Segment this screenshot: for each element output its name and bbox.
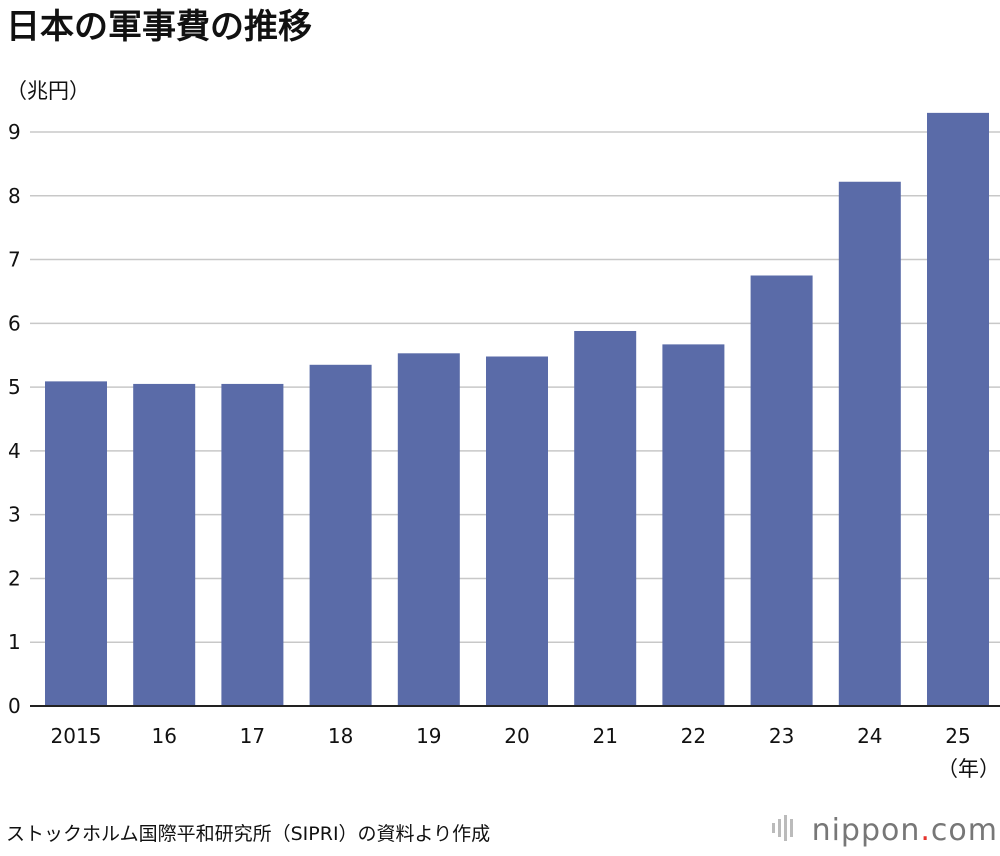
bar-24 bbox=[838, 181, 901, 706]
x-tick-label: 25 bbox=[945, 724, 970, 748]
y-tick-label: 6 bbox=[8, 311, 21, 335]
chart-title: 日本の軍事費の推移 bbox=[6, 7, 312, 47]
bar-23 bbox=[750, 275, 813, 706]
bar-18 bbox=[309, 364, 372, 706]
bar-2015 bbox=[45, 381, 107, 706]
y-tick-label: 0 bbox=[8, 694, 21, 718]
x-tick-label: 17 bbox=[240, 724, 265, 748]
y-axis-ticks: 0 1 2 3 4 5 6 7 8 9 bbox=[8, 120, 21, 718]
logo-text: nippon.com bbox=[812, 813, 998, 848]
bar-20 bbox=[486, 356, 548, 706]
y-tick-label: 5 bbox=[8, 375, 21, 399]
y-tick-label: 7 bbox=[8, 248, 21, 272]
logo-bars-icon bbox=[772, 815, 793, 841]
x-tick-label: 19 bbox=[416, 724, 441, 748]
y-axis-unit: （兆円） bbox=[6, 79, 90, 103]
bars bbox=[45, 112, 989, 706]
bar-22 bbox=[662, 344, 725, 706]
x-tick-label: 2015 bbox=[51, 724, 102, 748]
x-axis-ticks: 2015 16 17 18 19 20 21 22 23 24 25 bbox=[51, 724, 971, 748]
y-tick-label: 8 bbox=[8, 184, 21, 208]
x-tick-label: 21 bbox=[592, 724, 617, 748]
bar-17 bbox=[221, 383, 284, 706]
x-tick-label: 23 bbox=[769, 724, 794, 748]
y-tick-label: 2 bbox=[8, 566, 21, 590]
x-tick-label: 18 bbox=[328, 724, 353, 748]
bar-16 bbox=[133, 383, 196, 706]
nippon-logo: nippon.com bbox=[772, 813, 998, 848]
bar-19 bbox=[397, 353, 460, 706]
y-tick-label: 1 bbox=[8, 630, 21, 654]
bar-21 bbox=[574, 330, 637, 706]
y-tick-label: 3 bbox=[8, 503, 21, 527]
source-note: ストックホルム国際平和研究所（SIPRI）の資料より作成 bbox=[6, 823, 490, 845]
y-tick-label: 4 bbox=[8, 439, 21, 463]
bar-25 bbox=[927, 112, 989, 706]
x-tick-label: 22 bbox=[681, 724, 706, 748]
x-tick-label: 16 bbox=[151, 724, 176, 748]
x-tick-label: 20 bbox=[504, 724, 529, 748]
x-axis-unit: （年） bbox=[937, 757, 1000, 781]
x-tick-label: 24 bbox=[857, 724, 882, 748]
y-tick-label: 9 bbox=[8, 120, 21, 144]
